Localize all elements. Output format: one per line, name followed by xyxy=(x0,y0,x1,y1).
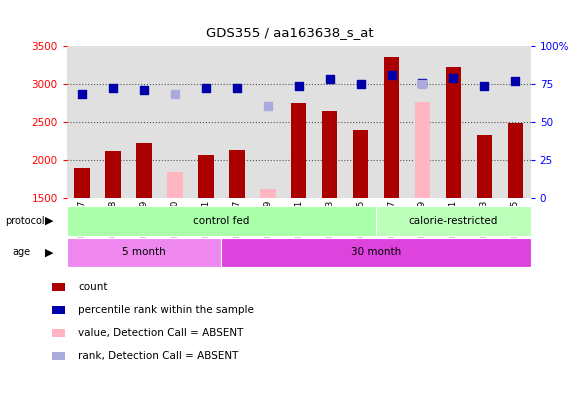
Bar xyxy=(322,111,338,198)
Bar xyxy=(229,150,245,198)
Bar xyxy=(353,130,368,198)
Point xyxy=(232,85,241,91)
Text: protocol: protocol xyxy=(5,216,44,226)
Text: calorie-restricted: calorie-restricted xyxy=(409,216,498,226)
Bar xyxy=(106,152,121,198)
Text: GDS355 / aa163638_s_at: GDS355 / aa163638_s_at xyxy=(206,26,374,39)
Bar xyxy=(198,154,213,198)
Point xyxy=(294,83,303,89)
Point xyxy=(480,82,489,89)
Text: ▶: ▶ xyxy=(45,248,53,257)
Text: count: count xyxy=(78,282,108,292)
Bar xyxy=(136,143,152,198)
Text: control fed: control fed xyxy=(193,216,249,226)
Point xyxy=(510,78,520,84)
Bar xyxy=(167,172,183,198)
Bar xyxy=(384,57,399,198)
Text: percentile rank within the sample: percentile rank within the sample xyxy=(78,305,254,315)
Point xyxy=(201,85,211,91)
Point xyxy=(418,80,427,86)
Text: value, Detection Call = ABSENT: value, Detection Call = ABSENT xyxy=(78,328,244,338)
Text: rank, Detection Call = ABSENT: rank, Detection Call = ABSENT xyxy=(78,351,239,361)
Text: 5 month: 5 month xyxy=(122,248,166,257)
Bar xyxy=(477,135,492,198)
Point xyxy=(263,103,273,109)
Point xyxy=(171,91,180,97)
Point xyxy=(325,76,334,82)
Bar xyxy=(508,122,523,198)
Point xyxy=(356,80,365,87)
Bar xyxy=(291,103,306,198)
Text: ▶: ▶ xyxy=(45,216,53,226)
Point xyxy=(449,75,458,82)
Point xyxy=(108,85,118,91)
Point xyxy=(387,72,396,78)
Bar xyxy=(260,189,276,198)
Text: 30 month: 30 month xyxy=(351,248,401,257)
Bar xyxy=(74,168,90,198)
Text: age: age xyxy=(13,248,31,257)
Point xyxy=(418,80,427,87)
Point xyxy=(78,91,87,97)
Bar xyxy=(415,102,430,198)
Bar xyxy=(445,67,461,198)
Point xyxy=(139,87,148,93)
